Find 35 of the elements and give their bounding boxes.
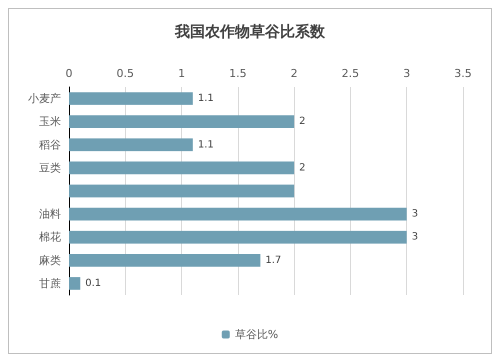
chart-title: 我国农作物草谷比系数: [174, 22, 326, 40]
bar: [69, 138, 193, 152]
data-label: 2: [299, 116, 306, 128]
bar: [69, 208, 407, 220]
bar: [69, 115, 294, 128]
bar: [69, 277, 80, 290]
legend-label: 草谷比%: [234, 328, 278, 341]
bar: [69, 230, 407, 244]
x-tick-label: 0: [66, 67, 72, 80]
x-tick-label: 1.5: [229, 67, 247, 80]
bar: [69, 254, 260, 267]
y-tick-label: 小麦产: [28, 92, 61, 106]
y-tick-label: 油料: [39, 208, 61, 221]
bar: [69, 162, 294, 174]
x-tick-label: 0.5: [116, 67, 134, 80]
data-label: 3: [412, 232, 418, 243]
data-label: 1.1: [198, 93, 214, 104]
x-tick-label: 3: [403, 67, 410, 80]
y-tick-label: 豆类: [39, 161, 61, 174]
data-label: 2: [299, 162, 306, 174]
y-tick-label: 甘蔗: [39, 276, 61, 290]
data-label: 3: [412, 208, 418, 220]
bar: [69, 92, 193, 105]
x-tick-label: 2: [290, 67, 298, 80]
y-tick-label: 玉米: [39, 115, 61, 128]
x-tick-label: 3.5: [454, 67, 472, 80]
x-tick-label: 2.5: [342, 67, 360, 80]
data-label: 1.1: [198, 139, 214, 150]
data-label: 1.7: [265, 254, 282, 266]
bar: [69, 184, 294, 198]
y-tick-label: 麻类: [39, 254, 61, 267]
y-tick-label: 稻谷: [39, 138, 61, 152]
x-tick-label: 1: [178, 67, 186, 80]
data-label: 0.1: [85, 278, 102, 289]
y-tick-label: 棉花: [39, 230, 61, 244]
